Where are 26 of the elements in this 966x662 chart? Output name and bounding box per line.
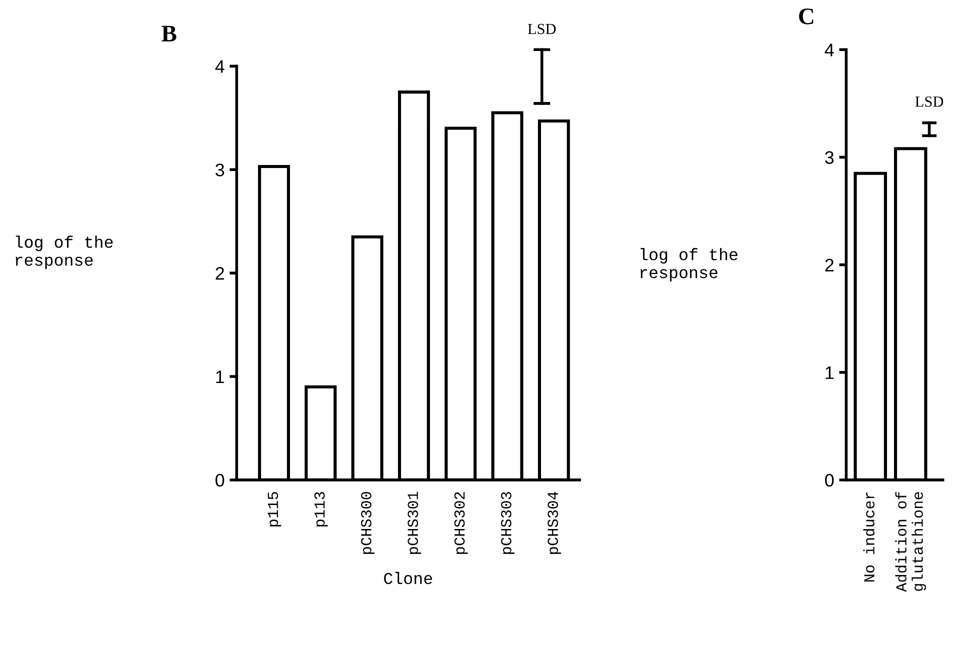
x-axis-title: Clone xyxy=(384,572,432,584)
y-tick-label: 4 xyxy=(215,60,224,73)
x-tick-label: Addition of glutathione xyxy=(895,492,926,592)
x-tick-label: p115 xyxy=(268,492,282,526)
y-tick-label: 4 xyxy=(824,44,834,56)
x-tick-label: pCHS300 xyxy=(361,492,374,554)
text: LSD xyxy=(528,24,556,34)
y-axis-title: log of the response xyxy=(640,248,738,282)
x-tick-label: pCHS304 xyxy=(548,492,562,554)
y-tick-label: 0 xyxy=(825,474,834,487)
x-tick-label: pCHS301 xyxy=(408,492,422,554)
x-tick-label: No inducer xyxy=(863,492,875,582)
y-tick-label: 3 xyxy=(216,164,224,176)
annotation: LSD xyxy=(915,96,944,107)
x-tick-label: p113 xyxy=(314,492,328,526)
y-axis-title: log of the response xyxy=(16,236,113,270)
y-tick-label: 1 xyxy=(216,370,224,384)
y-tick-label: 3 xyxy=(825,151,834,164)
y-tick-label: 1 xyxy=(826,366,834,379)
chart-title: C xyxy=(799,8,814,24)
y-tick-label: 2 xyxy=(216,267,224,280)
x-tick-label: pCHS302 xyxy=(454,492,468,554)
y-tick-label: 2 xyxy=(825,258,834,272)
y-tick-label: 0 xyxy=(216,474,224,487)
chart-title: B xyxy=(162,26,176,42)
x-tick-label: pCHS303 xyxy=(501,492,514,554)
